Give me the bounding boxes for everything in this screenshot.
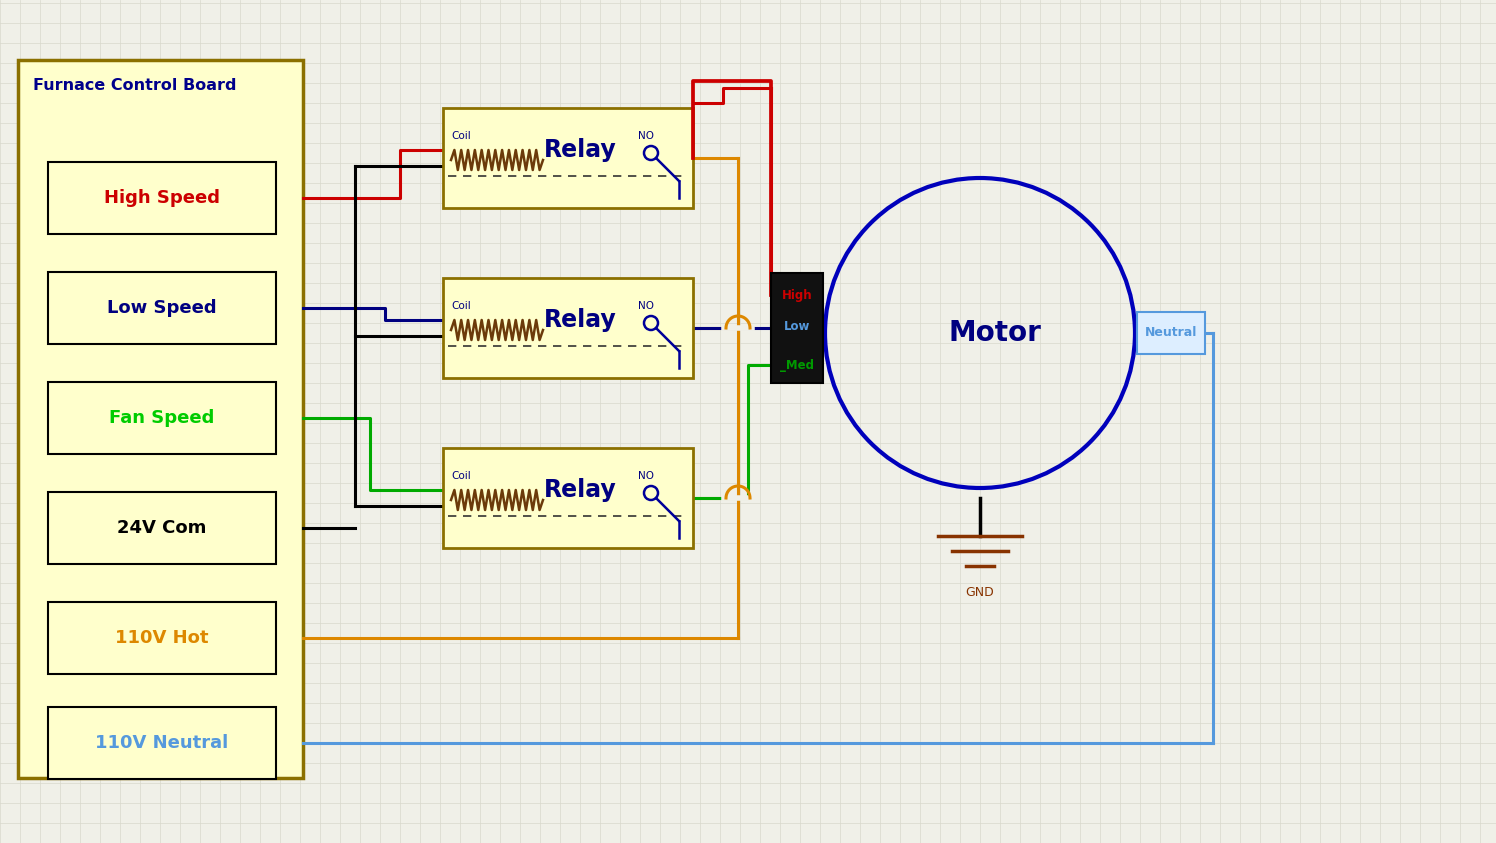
FancyBboxPatch shape — [1137, 312, 1204, 354]
Text: Neutral: Neutral — [1144, 326, 1197, 340]
Text: Coil: Coil — [450, 301, 471, 311]
Text: NO: NO — [637, 471, 654, 481]
FancyBboxPatch shape — [18, 60, 304, 778]
Text: 110V Hot: 110V Hot — [115, 629, 209, 647]
Text: 24V Com: 24V Com — [117, 519, 206, 537]
FancyBboxPatch shape — [48, 162, 275, 234]
Text: GND: GND — [965, 586, 995, 599]
FancyBboxPatch shape — [48, 272, 275, 344]
FancyBboxPatch shape — [48, 707, 275, 779]
FancyBboxPatch shape — [48, 382, 275, 454]
Text: Motor: Motor — [948, 319, 1041, 347]
Text: Coil: Coil — [450, 471, 471, 481]
Text: NO: NO — [637, 301, 654, 311]
Text: _Med: _Med — [779, 358, 814, 372]
Text: Relay: Relay — [543, 308, 616, 332]
FancyBboxPatch shape — [770, 273, 823, 383]
Text: Fan Speed: Fan Speed — [109, 409, 215, 427]
Text: Furnace Control Board: Furnace Control Board — [33, 78, 236, 93]
Text: Coil: Coil — [450, 131, 471, 141]
FancyBboxPatch shape — [443, 278, 693, 378]
Text: Relay: Relay — [543, 478, 616, 502]
Text: High: High — [782, 288, 812, 302]
Text: Relay: Relay — [543, 138, 616, 162]
Text: NO: NO — [637, 131, 654, 141]
Text: High Speed: High Speed — [105, 189, 220, 207]
FancyBboxPatch shape — [48, 492, 275, 564]
FancyBboxPatch shape — [443, 448, 693, 548]
FancyBboxPatch shape — [443, 108, 693, 208]
FancyBboxPatch shape — [48, 602, 275, 674]
Text: 110V Neutral: 110V Neutral — [96, 734, 229, 752]
Text: Low: Low — [784, 319, 811, 332]
Text: Low Speed: Low Speed — [108, 299, 217, 317]
